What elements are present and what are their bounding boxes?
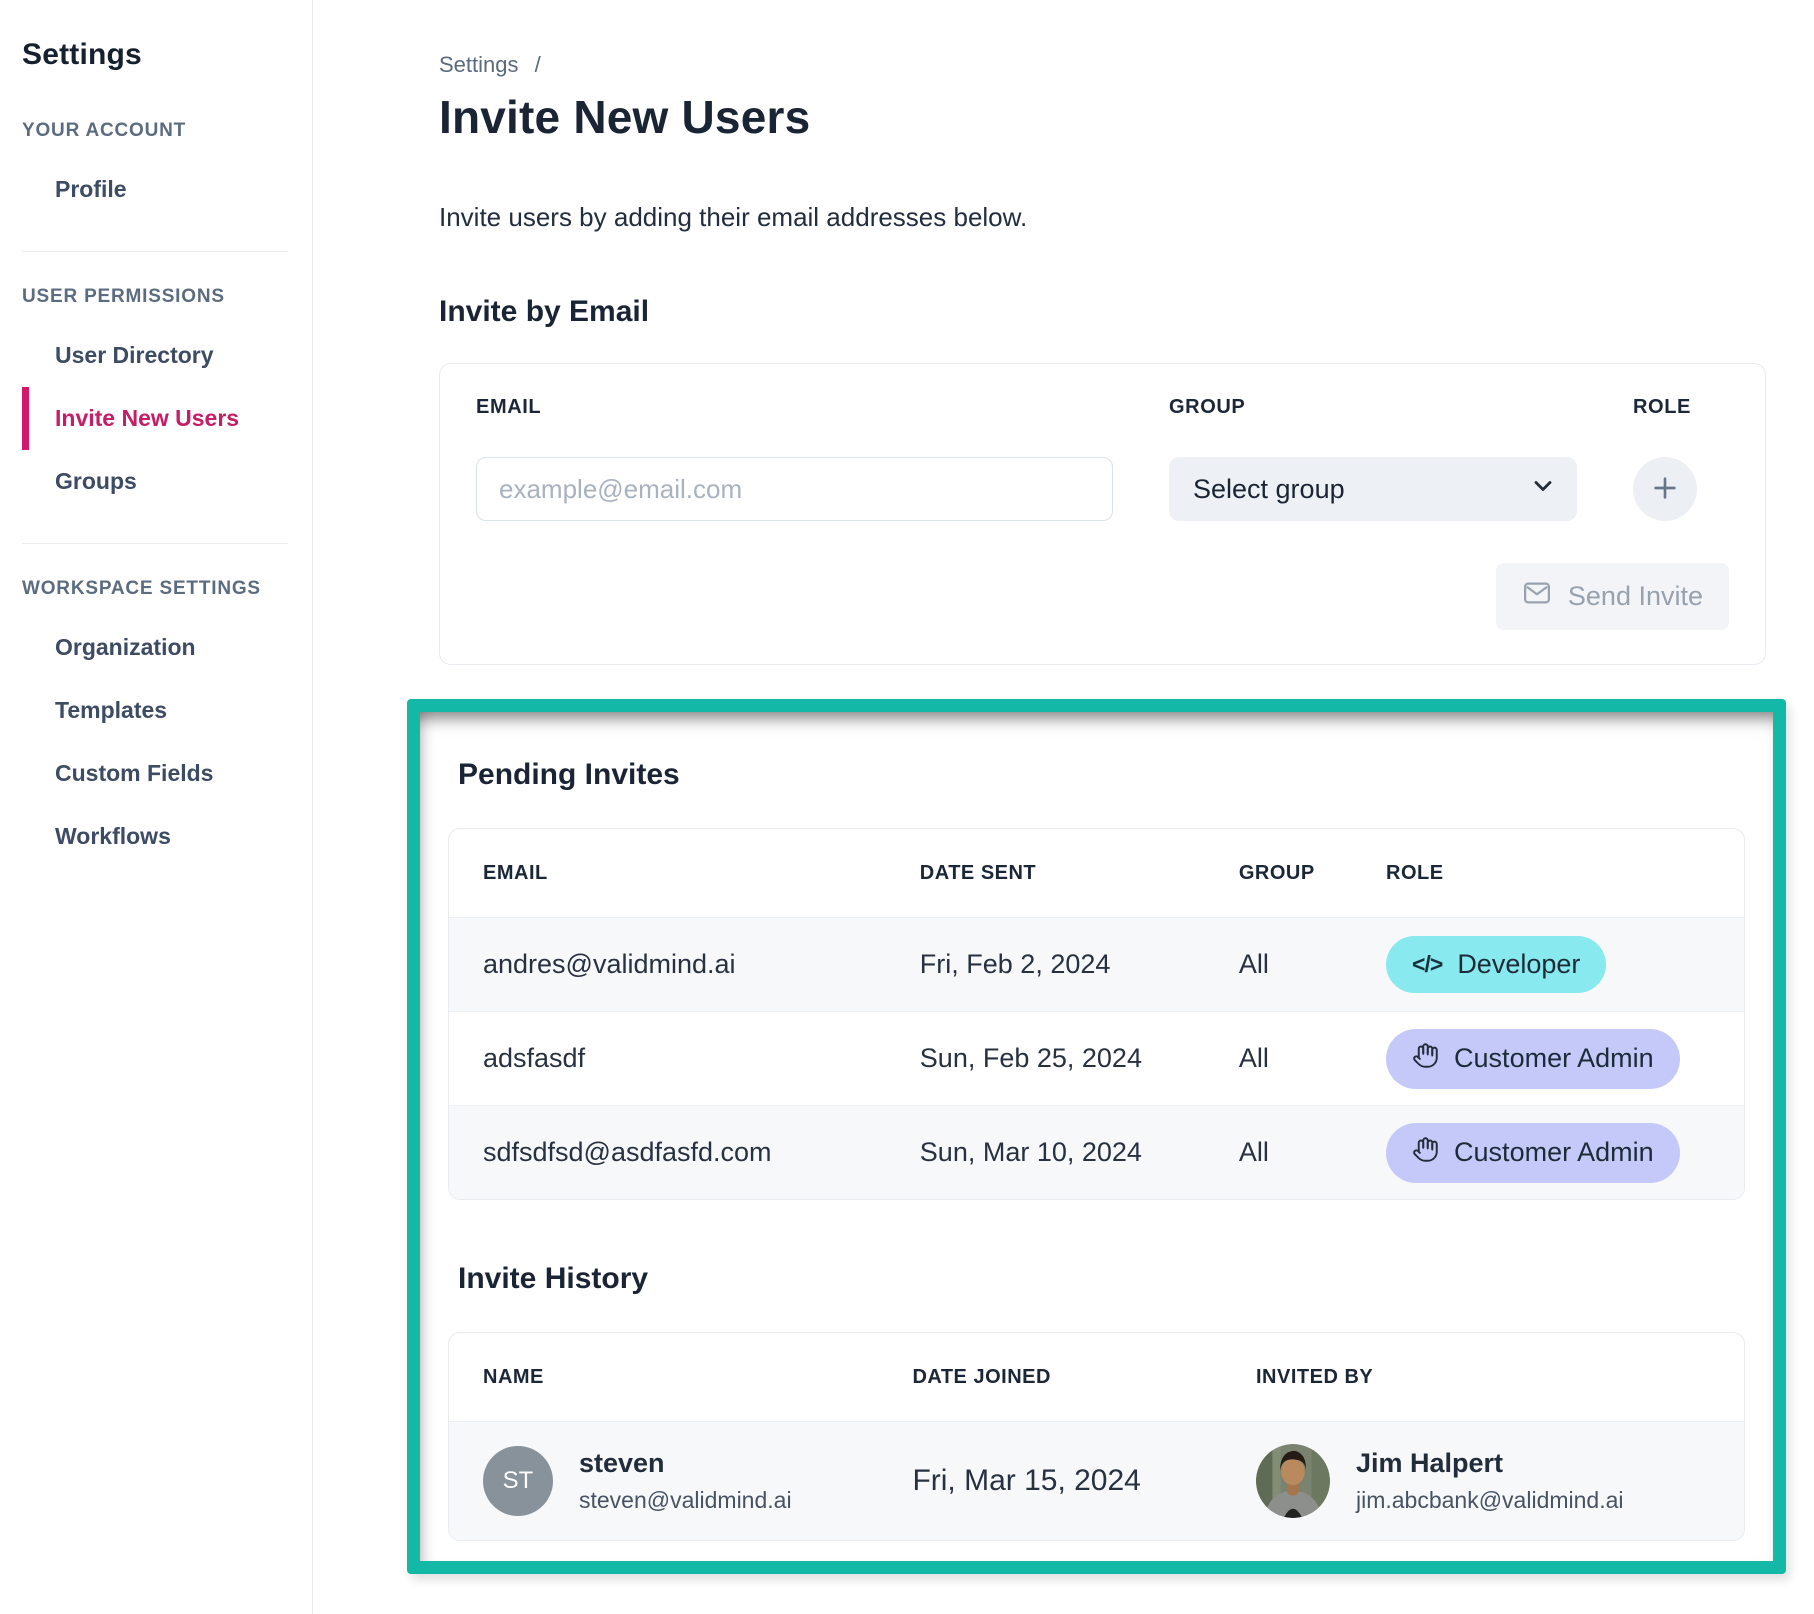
section-heading-user-permissions: USER PERMISSIONS: [22, 286, 225, 307]
email-label: EMAIL: [476, 396, 542, 418]
pending-group: All: [1238, 1137, 1269, 1167]
sidebar-item-user-directory[interactable]: User Directory: [55, 342, 214, 368]
pending-invites-table: EMAIL DATE SENT GROUP ROLE andres@validm…: [448, 828, 1745, 1200]
pending-invites-heading: Pending Invites: [458, 758, 680, 791]
group-select-value: Select group: [1193, 473, 1345, 504]
section-heading-your-account: YOUR ACCOUNT: [22, 120, 187, 141]
page-description: Invite users by adding their email addre…: [439, 202, 1028, 232]
sidebar-item-workflows[interactable]: Workflows: [55, 823, 171, 849]
pending-email: andres@validmind.ai: [483, 949, 736, 979]
invite-history-heading: Invite History: [458, 1262, 649, 1295]
group-label: GROUP: [1169, 396, 1246, 418]
breadcrumb: Settings /: [439, 52, 1766, 78]
column-header-date-joined: DATE JOINED: [912, 1365, 1051, 1388]
breadcrumb-separator: /: [534, 52, 541, 77]
hand-icon: [1412, 1042, 1439, 1076]
role-badge-customer-admin: Customer Admin: [1386, 1122, 1680, 1183]
sidebar-divider: [22, 543, 288, 544]
avatar-initials: ST: [483, 1446, 553, 1516]
column-header-group: GROUP: [1238, 861, 1315, 884]
role-badge-developer: </> Developer: [1386, 936, 1607, 993]
table-row: sdfsdfsd@asdfasfd.com Sun, Mar 10, 2024 …: [449, 1105, 1744, 1199]
role-label: ROLE: [1633, 396, 1691, 418]
sidebar-item-templates[interactable]: Templates: [55, 697, 168, 723]
page-title: Invite New Users: [439, 91, 811, 143]
breadcrumb-settings-link[interactable]: Settings: [439, 52, 519, 77]
pending-table-header: EMAIL DATE SENT GROUP ROLE: [449, 829, 1744, 917]
chevron-down-icon: [1529, 472, 1557, 507]
sidebar-title: Settings: [22, 38, 142, 71]
inviter-name: Jim Halpert: [1355, 1448, 1504, 1478]
inviter-email: jim.abcbank@validmind.ai: [1355, 1487, 1624, 1513]
history-table-header: NAME DATE JOINED INVITED BY: [449, 1333, 1744, 1421]
table-row: adsfasdf Sun, Feb 25, 2024 All Customer …: [449, 1011, 1744, 1105]
sidebar-item-profile[interactable]: Profile: [55, 176, 127, 202]
send-invite-button[interactable]: Send Invite: [1495, 563, 1729, 630]
sidebar-item-custom-fields[interactable]: Custom Fields: [55, 760, 214, 786]
settings-sidebar: Settings YOUR ACCOUNT Profile USER PERMI…: [0, 0, 313, 1614]
table-row: ST steven steven@validmind.ai Fri, Mar 1…: [449, 1421, 1744, 1540]
code-icon: </>: [1412, 951, 1443, 977]
group-select[interactable]: Select group: [1169, 457, 1577, 521]
send-invite-label: Send Invite: [1567, 581, 1703, 611]
invite-form-card: EMAIL GROUP Select group ROLE: [439, 363, 1766, 665]
sidebar-divider: [22, 251, 288, 252]
avatar-photo: [1255, 1444, 1330, 1518]
invite-by-email-section: Invite by Email EMAIL GROUP Select group: [439, 295, 1766, 665]
sidebar-item-organization[interactable]: Organization: [55, 634, 196, 660]
table-row: andres@validmind.ai Fri, Feb 2, 2024 All…: [449, 917, 1744, 1011]
plus-icon: [1649, 472, 1681, 507]
pending-email: adsfasdf: [483, 1043, 586, 1073]
invite-by-email-heading: Invite by Email: [439, 295, 650, 328]
column-header-name: NAME: [483, 1365, 544, 1388]
role-badge-customer-admin: Customer Admin: [1386, 1028, 1680, 1089]
user-name: steven: [579, 1448, 665, 1478]
envelope-icon: [1522, 578, 1552, 615]
hand-icon: [1412, 1136, 1439, 1170]
email-field[interactable]: [476, 457, 1113, 521]
main-content: Settings / Invite New Users Invite users…: [313, 0, 1814, 1614]
role-badge-label: Customer Admin: [1454, 1043, 1654, 1073]
column-header-email: EMAIL: [483, 861, 548, 884]
sidebar-item-invite-new-users[interactable]: Invite New Users: [22, 387, 292, 450]
pending-date-sent: Sun, Feb 25, 2024: [919, 1043, 1142, 1073]
pending-email: sdfsdfsd@asdfasfd.com: [483, 1137, 772, 1167]
column-header-invited-by: INVITED BY: [1255, 1365, 1374, 1388]
date-joined: Fri, Mar 15, 2024: [912, 1464, 1141, 1497]
invite-history-table: NAME DATE JOINED INVITED BY ST steven st…: [448, 1332, 1745, 1541]
section-heading-workspace-settings: WORKSPACE SETTINGS: [22, 578, 261, 599]
pending-date-sent: Sun, Mar 10, 2024: [919, 1137, 1142, 1167]
sidebar-item-groups[interactable]: Groups: [55, 468, 137, 494]
highlighted-region: Pending Invites EMAIL DATE SENT GROUP RO…: [407, 699, 1786, 1574]
column-header-date-sent: DATE SENT: [919, 861, 1037, 884]
pending-group: All: [1238, 1043, 1269, 1073]
role-badge-label: Customer Admin: [1454, 1137, 1654, 1167]
add-invite-row-button[interactable]: [1633, 457, 1697, 521]
user-email: steven@validmind.ai: [579, 1487, 792, 1513]
pending-invites-section: Pending Invites EMAIL DATE SENT GROUP RO…: [448, 758, 1745, 1200]
role-badge-label: Developer: [1457, 949, 1581, 979]
column-header-role: ROLE: [1386, 861, 1444, 884]
pending-group: All: [1238, 949, 1269, 979]
invite-history-section: Invite History NAME DATE JOINED INVITED …: [448, 1262, 1745, 1541]
pending-date-sent: Fri, Feb 2, 2024: [919, 949, 1111, 979]
